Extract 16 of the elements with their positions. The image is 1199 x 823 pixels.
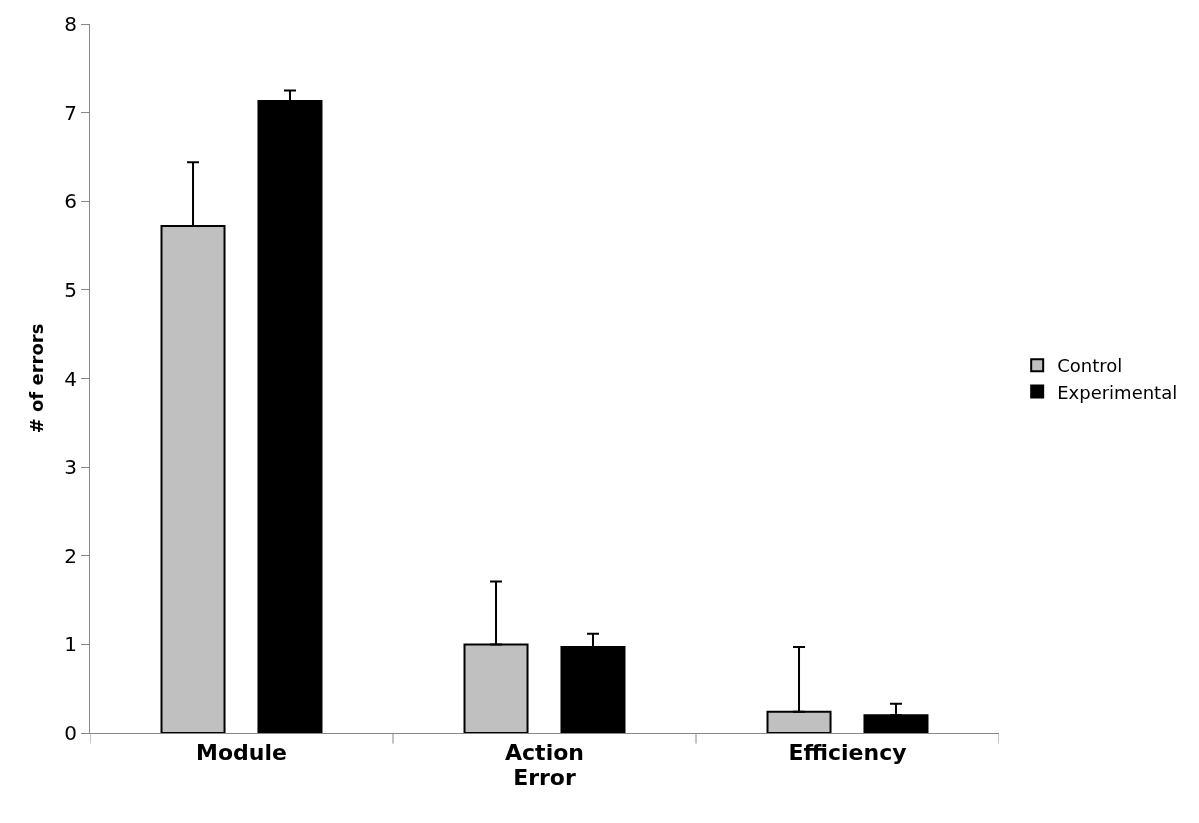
legend-label: Experimental xyxy=(1057,381,1178,403)
x-tick-label: Module xyxy=(196,740,287,766)
y-tick-label: 5 xyxy=(64,277,77,302)
y-tick-label: 3 xyxy=(64,455,77,480)
x-axis-title: Error xyxy=(513,765,576,791)
y-tick-label: 2 xyxy=(64,543,77,568)
y-tick-label: 1 xyxy=(64,632,77,657)
y-tick-label: 4 xyxy=(64,366,77,391)
legend-label: Control xyxy=(1057,355,1123,377)
y-axis-title: # of errors xyxy=(26,323,48,434)
y-tick-label: 7 xyxy=(64,100,77,125)
x-tick-label: Action xyxy=(505,740,584,766)
y-tick-label: 0 xyxy=(64,721,77,745)
y-tick-label: 6 xyxy=(64,189,77,214)
x-tick-label: Efficiency xyxy=(788,740,907,766)
y-tick-label: 8 xyxy=(64,12,77,36)
